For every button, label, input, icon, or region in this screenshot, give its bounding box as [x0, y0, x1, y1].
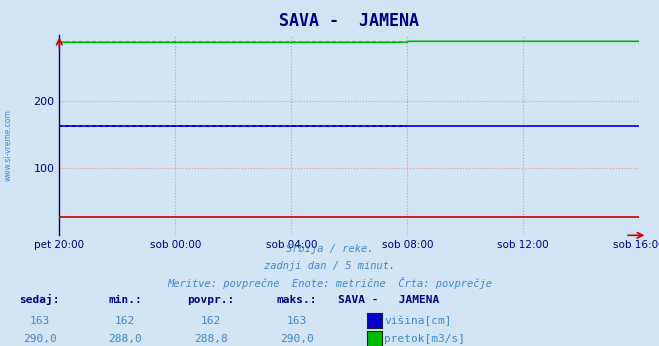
Text: povpr.:: povpr.: [187, 295, 235, 305]
Text: 288,8: 288,8 [194, 334, 228, 344]
Text: višina[cm]: višina[cm] [384, 316, 451, 326]
Text: 163: 163 [287, 316, 306, 326]
Text: www.si-vreme.com: www.si-vreme.com [4, 109, 13, 181]
Text: 288,0: 288,0 [108, 334, 142, 344]
Text: min.:: min.: [108, 295, 142, 305]
Text: SAVA -   JAMENA: SAVA - JAMENA [338, 295, 440, 305]
Text: 290,0: 290,0 [22, 334, 57, 344]
Text: Srbija / reke.: Srbija / reke. [286, 244, 373, 254]
Text: Meritve: povprečne  Enote: metrične  Črta: povprečje: Meritve: povprečne Enote: metrične Črta:… [167, 277, 492, 289]
Text: 162: 162 [115, 316, 135, 326]
Text: 163: 163 [30, 316, 49, 326]
Text: 162: 162 [201, 316, 221, 326]
Text: pretok[m3/s]: pretok[m3/s] [384, 334, 465, 344]
Text: 290,0: 290,0 [279, 334, 314, 344]
Title: SAVA -  JAMENA: SAVA - JAMENA [279, 12, 419, 30]
Text: zadnji dan / 5 minut.: zadnji dan / 5 minut. [264, 261, 395, 271]
Text: maks.:: maks.: [276, 295, 317, 305]
Text: sedaj:: sedaj: [19, 294, 60, 305]
